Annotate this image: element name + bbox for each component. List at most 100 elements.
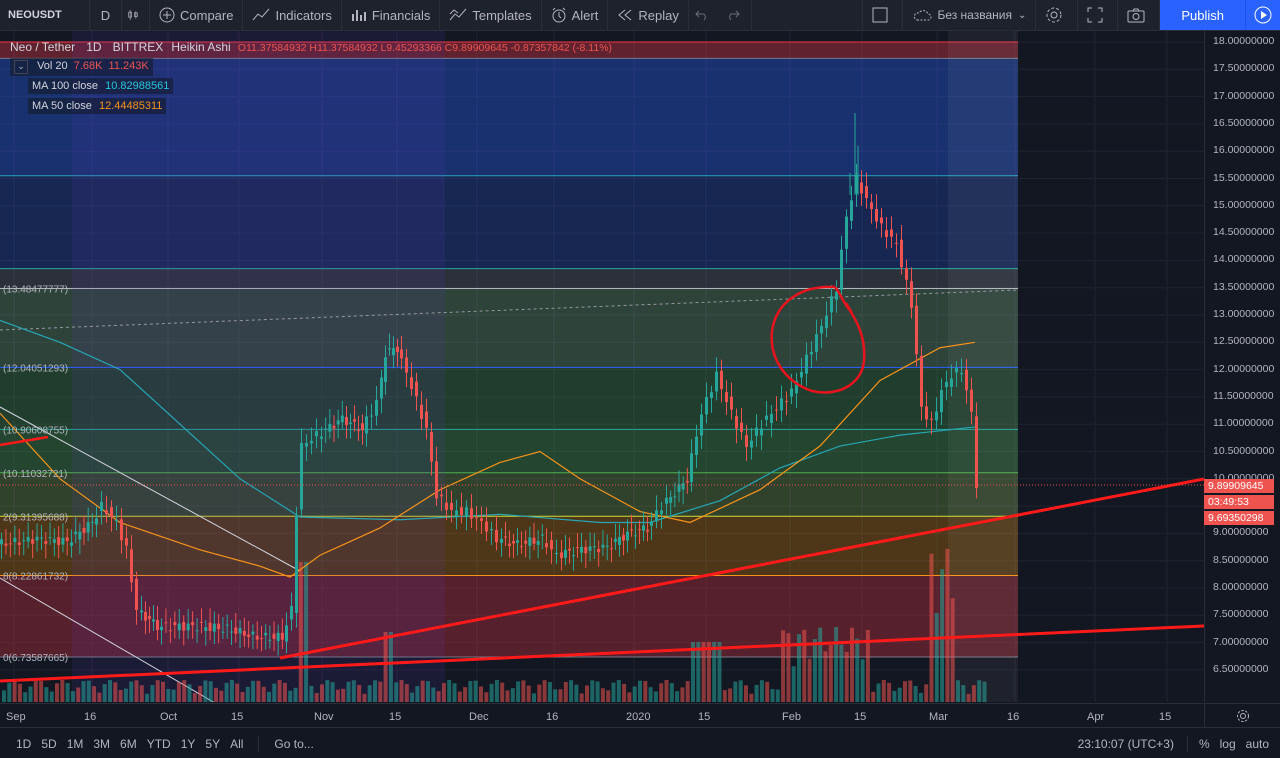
red-short-line[interactable] [0,435,49,447]
volume-bar [298,562,303,702]
log-scale-toggle[interactable]: log [1219,736,1236,751]
collapse-icon[interactable]: ⌄ [14,60,28,74]
fullscreen-button[interactable] [1078,0,1119,30]
compare-button[interactable]: Compare [150,0,244,30]
time-axis[interactable]: Sep 16 Oct 15 Nov 15 Dec 16 2020 15 Feb 15 Mar 16 Apr 1… [0,703,1204,728]
snapshot-button[interactable] [1118,0,1161,30]
dashed-trend-line[interactable] [0,289,1019,331]
candle-body [465,507,468,516]
volume-bar [23,692,28,702]
range-button-5y[interactable]: 5Y [205,736,221,751]
volume-bar [208,681,213,702]
range-button-1d[interactable]: 1D [16,736,32,751]
candle-body [895,242,898,244]
symbol-search[interactable]: NEOUSDT [0,0,90,30]
candle-body [720,370,723,390]
range-button-all[interactable]: All [230,736,244,751]
interval-button[interactable]: D [90,0,122,30]
candle-body [725,392,728,403]
volume-bar [256,680,261,702]
gear-icon [1046,7,1062,23]
volume-bar [717,642,722,702]
date-range-shade [948,31,1018,702]
legend-interval: 1D [86,40,102,54]
candle-body [690,453,693,482]
goto-button[interactable]: Go to... [274,736,314,751]
ma100-legend[interactable]: MA 100 close 10.82988561 [28,78,174,94]
candle-body [332,425,336,429]
candle-body [504,536,507,538]
volume-bar [341,688,346,702]
volume-bar [44,687,49,702]
volume-bar [463,687,468,702]
volume-bar [214,687,218,702]
alert-button[interactable]: Alert [542,0,609,30]
chart-type-button[interactable] [122,0,150,30]
candle-body [295,515,298,614]
indicators-icon [253,8,270,21]
redo-button[interactable] [720,0,752,30]
volume-bar [590,680,595,702]
square-icon [872,7,888,23]
replay-play-button[interactable] [1245,0,1280,30]
auto-scale-toggle[interactable]: auto [1245,736,1269,751]
volume-bar [653,691,658,702]
indicators-button[interactable]: Indicators [243,0,342,30]
settings-button[interactable] [1036,0,1079,30]
range-button-5d[interactable]: 5D [41,736,57,751]
publish-button[interactable]: Publish [1160,0,1245,30]
ma50-legend[interactable]: MA 50 close 12.44485311 [28,98,167,114]
volume-bar [844,651,849,702]
axis-settings-button[interactable] [1204,703,1280,728]
candle-body [584,546,588,554]
candle-body [605,545,609,547]
range-button-6m[interactable]: 6M [120,736,137,751]
fib-zone [0,367,1018,430]
clock-timezone[interactable]: 23:10:07 (UTC+3) [1077,736,1174,751]
templates-button[interactable]: Templates [440,0,542,30]
price-axis[interactable]: 18.00000000 17.50000000 17.00000000 16.5000… [1204,31,1280,702]
price-chart[interactable]: (13.48477777) (12.04051293) (10.90608755) (… [0,31,1204,702]
select-layout-checkbox[interactable] [862,0,904,30]
candle-body [800,371,803,378]
descending-channel-upper[interactable] [0,406,301,572]
volume-bar [394,682,399,702]
candle-body [384,357,387,383]
symbol-title[interactable]: Neo / Tether [10,40,76,54]
fib-retracement[interactable] [0,31,1018,702]
candle-body [242,630,246,636]
red-support-line-upper[interactable] [279,477,1204,660]
range-button-ytd[interactable]: YTD [146,736,171,751]
candle-body [300,442,303,510]
financials-button[interactable]: Financials [342,0,441,30]
red-support-line-lower[interactable] [0,624,1204,683]
volume-bar [659,683,664,702]
candle-body [588,546,592,551]
volume-indicator-legend[interactable]: ⌄ Vol 20 7.68K 11.243K [10,58,153,76]
undo-button[interactable] [689,0,720,30]
candle-body [572,555,575,557]
volume-bar [526,685,531,702]
layout-name-button[interactable]: Без названия ⌄ [903,0,1037,30]
volume-bar [850,627,854,702]
cloud-icon [914,10,932,21]
replay-button[interactable]: Replay [608,0,689,30]
volume-bar [765,681,770,702]
hand-drawn-circle[interactable] [770,285,866,394]
percent-scale-toggle[interactable]: % [1198,736,1210,751]
candle-body [234,627,238,634]
descending-channel-lower[interactable] [0,577,215,702]
candle-body [264,632,268,636]
volume-bar [489,683,494,702]
candle-body [31,539,35,544]
replay-label: Replay [638,7,679,23]
candle-body [26,536,30,542]
volume-bar [595,681,600,702]
volume-bar [728,688,733,702]
range-button-1m[interactable]: 1M [66,736,84,751]
candle-body [520,546,523,548]
candle-body [475,517,478,519]
range-button-3m[interactable]: 3M [93,736,111,751]
volume-bar [479,686,483,702]
range-button-1y[interactable]: 1Y [180,736,196,751]
